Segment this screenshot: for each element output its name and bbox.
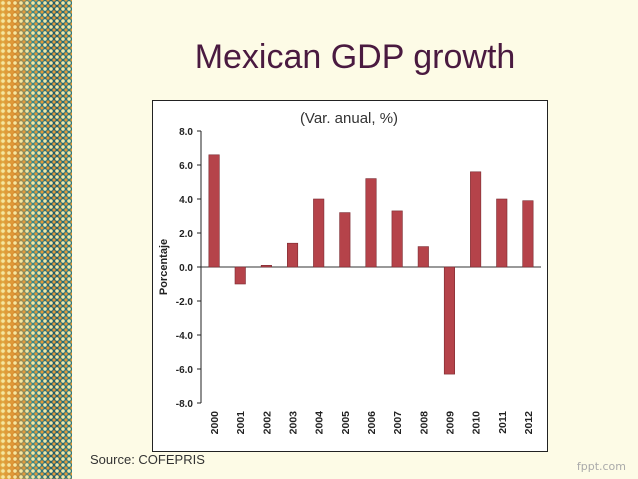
bar-2011: [496, 198, 508, 268]
watermark: fppt.com: [576, 460, 626, 473]
y-tick-label: 8.0: [179, 127, 193, 138]
x-tick-label: 2001: [235, 411, 247, 435]
bar-2009: [443, 266, 455, 375]
x-tick-label: 2003: [288, 411, 300, 435]
x-tick-label: 2011: [497, 411, 509, 434]
bar-2008: [417, 246, 429, 268]
x-tick-label: 2005: [340, 411, 352, 435]
y-tick-label: 4.0: [179, 195, 193, 206]
bar-2012: [522, 200, 534, 268]
y-tick-label: -4.0: [176, 331, 194, 342]
bar-2006: [365, 178, 377, 268]
x-tick-label: 2004: [314, 411, 326, 435]
y-tick-label: 2.0: [179, 229, 193, 240]
x-tick-label: 2010: [471, 411, 483, 435]
chart-title: (Var. anual, %): [300, 110, 398, 127]
bar-2003: [287, 242, 299, 268]
decorative-side-strip: [0, 0, 72, 479]
y-tick-label: -8.0: [176, 399, 194, 410]
bar-2010: [470, 171, 482, 268]
x-tick-label: 2008: [418, 411, 430, 435]
x-tick-label: 2006: [366, 411, 378, 435]
y-tick-label: 6.0: [179, 161, 193, 172]
y-tick-label: -2.0: [176, 297, 194, 308]
gdp-chart: (Var. anual, %) Porcentaje 8.0 6.0 4.0 2.0 0.0…: [152, 100, 548, 452]
x-tick-label: 2002: [261, 411, 273, 435]
y-tick-label: -6.0: [176, 365, 194, 376]
slide-title: Mexican GDP growth: [194, 38, 516, 76]
x-tick-label: 2000: [209, 411, 221, 435]
x-tick-label: 2007: [392, 411, 404, 435]
x-tick-label: 2009: [444, 411, 456, 435]
source-note: Source: COFEPRIS: [90, 452, 205, 467]
bar-2001: [234, 266, 246, 285]
bar-2002: [260, 265, 272, 268]
y-axis-label: Porcentaje: [158, 239, 170, 295]
bar-2005: [339, 212, 351, 268]
x-tick-label: 2012: [523, 411, 535, 435]
y-tick-label: 0.0: [179, 263, 193, 274]
bar-2000: [208, 154, 220, 268]
chart-svg: (Var. anual, %) Porcentaje 8.0 6.0 4.0 2.0 0.0…: [158, 110, 541, 435]
bar-2004: [313, 198, 325, 268]
bar-2007: [391, 210, 403, 268]
